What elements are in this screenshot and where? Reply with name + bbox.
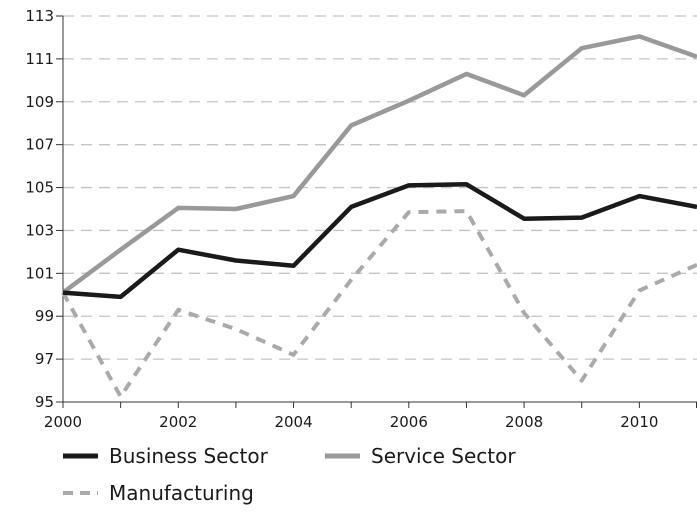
x-tick-label: 2006 bbox=[390, 413, 428, 431]
y-tick-label: 97 bbox=[35, 350, 54, 368]
y-tick-label: 95 bbox=[35, 393, 54, 411]
y-tick-label: 105 bbox=[25, 179, 54, 197]
y-tick-label: 99 bbox=[35, 307, 54, 325]
y-tick-label: 113 bbox=[25, 7, 54, 25]
legend-item: Business Sector bbox=[63, 444, 269, 468]
y-tick-label: 111 bbox=[25, 50, 54, 68]
legend-label: Service Sector bbox=[371, 444, 516, 468]
legend-label: Business Sector bbox=[109, 444, 269, 468]
legend-label: Manufacturing bbox=[109, 481, 254, 505]
x-tick-label: 2008 bbox=[505, 413, 543, 431]
x-tick-label: 2010 bbox=[620, 413, 658, 431]
x-tick-label: 2000 bbox=[44, 413, 82, 431]
y-tick-label: 101 bbox=[25, 264, 54, 282]
x-tick-label: 2004 bbox=[274, 413, 312, 431]
series-line-manufacturing bbox=[61, 209, 697, 399]
y-tick-label: 103 bbox=[25, 221, 54, 239]
y-tick-label: 107 bbox=[25, 136, 54, 154]
legend-item: Service Sector bbox=[325, 444, 516, 468]
x-tick-label: 2002 bbox=[159, 413, 197, 431]
series-line-service-sector bbox=[61, 34, 697, 295]
y-tick-label: 109 bbox=[25, 93, 54, 111]
series-line-business-sector bbox=[62, 182, 697, 300]
legend-item: Manufacturing bbox=[63, 481, 254, 505]
